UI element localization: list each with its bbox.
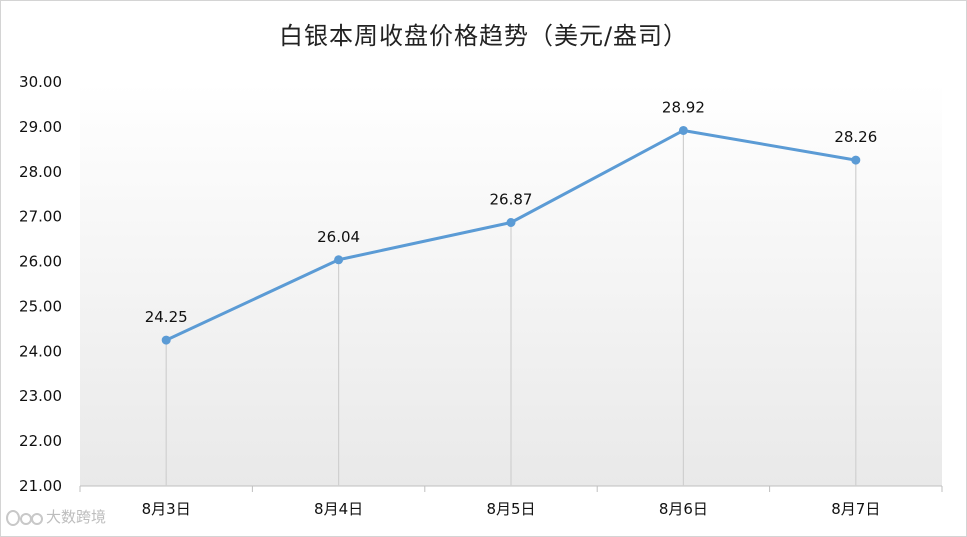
data-point bbox=[851, 155, 861, 165]
series-group bbox=[161, 125, 861, 345]
data-label: 24.25 bbox=[145, 308, 188, 326]
watermark-logo-icon bbox=[6, 507, 43, 527]
y-tick-label: 26.00 bbox=[19, 253, 62, 271]
x-tick-label: 8月7日 bbox=[831, 500, 880, 518]
x-tick-label: 8月4日 bbox=[314, 500, 363, 518]
y-tick-label: 27.00 bbox=[19, 208, 62, 226]
x-tick-label: 8月6日 bbox=[659, 500, 708, 518]
data-label: 28.92 bbox=[662, 98, 705, 116]
chart-title: 白银本周收盘价格趋势（美元/盎司） bbox=[278, 22, 689, 50]
y-tick-label: 24.00 bbox=[19, 342, 62, 360]
y-tick-label: 22.00 bbox=[19, 432, 62, 450]
data-label: 26.04 bbox=[317, 228, 360, 246]
y-tick-label: 30.00 bbox=[19, 73, 62, 91]
y-tick-label: 23.00 bbox=[19, 387, 62, 405]
data-point bbox=[506, 218, 516, 228]
y-tick-label: 28.00 bbox=[19, 163, 62, 181]
y-tick-label: 25.00 bbox=[19, 297, 62, 315]
y-tick-label: 21.00 bbox=[19, 477, 62, 495]
data-point bbox=[678, 125, 688, 135]
x-tick-label: 8月3日 bbox=[142, 500, 191, 518]
data-point bbox=[161, 335, 171, 345]
data-label: 26.87 bbox=[490, 191, 533, 209]
data-labels: 24.25 26.04 26.87 28.92 28.26 bbox=[145, 98, 878, 326]
watermark-text: 大数跨境 bbox=[46, 508, 107, 526]
y-tick-label: 29.00 bbox=[19, 118, 62, 136]
x-axis: 8月3日 8月4日 8月5日 8月6日 8月7日 bbox=[79, 485, 943, 518]
watermark: 大数跨境 bbox=[6, 506, 106, 527]
data-label: 28.26 bbox=[834, 128, 877, 146]
x-tick-label: 8月5日 bbox=[486, 500, 535, 518]
y-axis: 21.00 22.00 23.00 24.00 25.00 26.00 27.00 28.00… bbox=[19, 73, 62, 495]
data-point bbox=[334, 255, 344, 265]
drop-lines bbox=[165, 130, 857, 486]
